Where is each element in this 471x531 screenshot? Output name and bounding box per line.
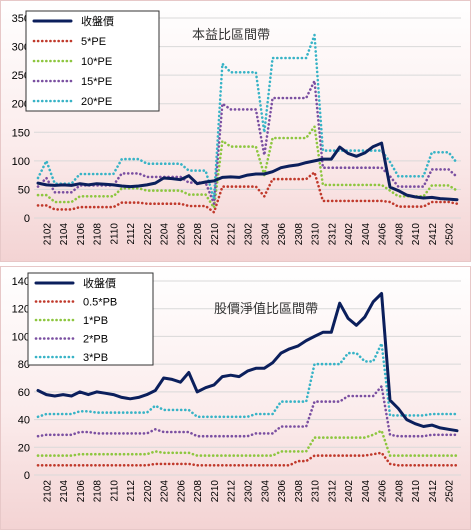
x-tick-label: 2202	[143, 223, 154, 246]
x-tick-label: 2410	[411, 480, 422, 503]
x-tick-label: 2402	[344, 223, 355, 246]
legend-label: 3*PB	[83, 352, 108, 364]
pb-band-chart-panel: 0 20 40 60 80 100 120 140 2102 2104 2106 2108 2110 21…	[0, 266, 471, 530]
x-tick-label: 2502	[445, 223, 456, 246]
x-tick-label: 2304	[260, 223, 271, 246]
x-tick-label: 2408	[394, 480, 405, 503]
series-line-4	[36, 33, 459, 201]
series-line-0	[36, 292, 459, 433]
x-tick-label: 2106	[76, 223, 87, 246]
x-tick-label: 2112	[126, 480, 137, 502]
y-tick-label: 40	[18, 415, 30, 427]
x-tick-label: 2108	[93, 223, 104, 246]
y-tick-label: 80	[18, 359, 30, 371]
pe-band-chart: 0 50 100 150 200 250 300 350 2102 2104 2106 2108 211…	[12, 10, 461, 246]
x-tick-label: 2404	[361, 480, 372, 503]
x-tick-label: 2306	[277, 480, 288, 503]
series-line-1	[36, 451, 459, 467]
x-tick-label: 2112	[126, 223, 137, 245]
y-tick-label: 150	[12, 127, 30, 139]
x-tick-label: 2410	[411, 223, 422, 246]
y-tick-label: 350	[12, 13, 30, 25]
y-tick-label: 0	[24, 470, 30, 482]
series-line-2	[36, 125, 459, 209]
x-tick-label: 2212	[227, 223, 238, 246]
legend-label: 5*PE	[81, 36, 106, 48]
y-tick-label: 20	[18, 442, 30, 454]
y-tick-label: 140	[12, 276, 30, 288]
x-tick-label: 2104	[59, 480, 70, 503]
y-tick-label: 100	[12, 331, 30, 343]
x-tick-label: 2412	[428, 480, 439, 503]
y-tick-label: 200	[12, 99, 30, 111]
legend-label: 15*PE	[81, 76, 112, 88]
pe-band-chart-panel: 0 50 100 150 200 250 300 350 2102 2104 2106 2108 211…	[0, 0, 471, 262]
x-tick-label: 2204	[160, 480, 171, 503]
y-tick-label: 250	[12, 70, 30, 82]
x-tick-label: 2404	[361, 223, 372, 246]
x-tick-label: 2110	[109, 480, 120, 502]
legend-label: 2*PB	[83, 334, 108, 346]
x-tick-label: 2308	[294, 480, 305, 503]
x-tick-label: 2202	[143, 480, 154, 503]
chart-title: 股價淨值比區間帶	[214, 301, 318, 316]
x-tick-label: 2206	[176, 223, 187, 246]
x-tick-label: 2302	[244, 480, 255, 503]
series-line-0	[36, 141, 459, 202]
x-tick-label: 2102	[42, 480, 53, 503]
x-tick-label: 2210	[210, 480, 221, 503]
legend-label: 0.5*PB	[83, 297, 117, 309]
legend-label: 1*PB	[83, 315, 108, 327]
x-tick-label: 2310	[311, 223, 322, 246]
x-tick-label: 2304	[260, 480, 271, 503]
x-tick-label: 2312	[327, 223, 338, 246]
y-tick-label: 0	[24, 213, 30, 225]
x-tick-label: 2102	[42, 223, 53, 246]
series-line-1	[36, 171, 459, 214]
y-tick-label: 120	[12, 304, 30, 316]
series-line-2	[36, 429, 459, 457]
x-tick-label: 2206	[176, 480, 187, 503]
x-tick-label: 2208	[193, 480, 204, 503]
x-tick-label: 2106	[76, 480, 87, 503]
x-tick-label: 2406	[378, 480, 389, 503]
chart-title: 本益比區間帶	[192, 27, 270, 42]
x-tick-label: 2108	[93, 480, 104, 503]
x-tick-label: 2110	[109, 223, 120, 245]
x-tick-label: 2406	[378, 223, 389, 246]
x-tick-label: 2308	[294, 223, 305, 246]
legend-label: 收盤價	[81, 14, 114, 28]
legend-label: 10*PE	[81, 56, 112, 68]
x-tick-label: 2210	[210, 223, 221, 246]
series-line-4	[36, 342, 459, 419]
x-tick-label: 2306	[277, 223, 288, 246]
legend-label: 20*PE	[81, 96, 112, 108]
legend-label: 收盤價	[83, 276, 116, 290]
pb-band-chart: 0 20 40 60 80 100 120 140 2102 2104 2106 2108 2110 21…	[12, 272, 461, 503]
x-tick-label: 2104	[59, 223, 70, 246]
y-tick-label: 300	[12, 42, 30, 54]
x-tick-label: 2310	[311, 480, 322, 503]
series-line-3	[36, 385, 459, 438]
y-tick-label: 50	[18, 184, 30, 196]
x-tick-label: 2212	[227, 480, 238, 503]
x-tick-label: 2502	[445, 480, 456, 503]
legend-box	[25, 10, 160, 112]
x-tick-label: 2208	[193, 223, 204, 246]
x-tick-label: 2402	[344, 480, 355, 503]
x-tick-label: 2408	[394, 223, 405, 246]
y-tick-label: 100	[12, 156, 30, 168]
x-tick-label: 2302	[244, 223, 255, 246]
x-tick-label: 2204	[160, 223, 171, 246]
x-tick-label: 2312	[327, 480, 338, 503]
y-tick-label: 60	[18, 387, 30, 399]
x-tick-label: 2412	[428, 223, 439, 246]
